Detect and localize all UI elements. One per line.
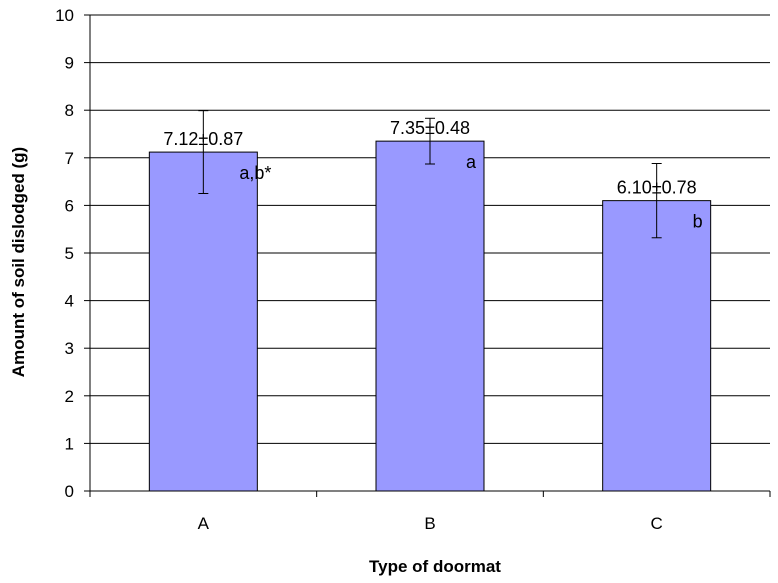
y-tick-label: 6 xyxy=(65,196,74,215)
y-axis-title: Amount of soil dislodged (g) xyxy=(9,147,28,377)
y-tick-label: 5 xyxy=(65,244,74,263)
x-tick-label: C xyxy=(651,514,663,533)
x-tick-label: A xyxy=(198,514,210,533)
y-tick-label: 4 xyxy=(65,292,74,311)
bar-B xyxy=(375,140,485,492)
significance-label: a xyxy=(466,152,477,172)
value-label: 7.12±0.87 xyxy=(163,129,243,149)
significance-label: a,b* xyxy=(239,163,271,183)
y-tick-label: 7 xyxy=(65,149,74,168)
bar-A xyxy=(148,151,258,492)
value-label: 7.35±0.48 xyxy=(390,118,470,138)
bar-C xyxy=(602,200,712,492)
x-tick-labels: A B C xyxy=(198,514,663,533)
y-tick-labels: 0 1 2 3 4 5 6 7 8 9 10 xyxy=(55,6,74,501)
error-bars xyxy=(198,110,662,239)
y-tick-label: 2 xyxy=(65,387,74,406)
axes xyxy=(84,14,771,497)
y-tick-label: 3 xyxy=(65,339,74,358)
y-tick-label: 1 xyxy=(65,434,74,453)
y-tick-label: 9 xyxy=(65,54,74,73)
y-tick-label: 0 xyxy=(65,482,74,501)
x-axis-title: Type of doormat xyxy=(369,557,501,576)
y-tick-label: 10 xyxy=(55,6,74,25)
significance-label: b xyxy=(693,212,703,232)
x-tick-label: B xyxy=(424,514,435,533)
y-tick-label: 8 xyxy=(65,101,74,120)
value-label: 6.10±0.78 xyxy=(617,178,697,198)
data-labels: 7.12±0.87 a,b* 7.35±0.48 a 6.10±0.78 b xyxy=(163,118,702,232)
